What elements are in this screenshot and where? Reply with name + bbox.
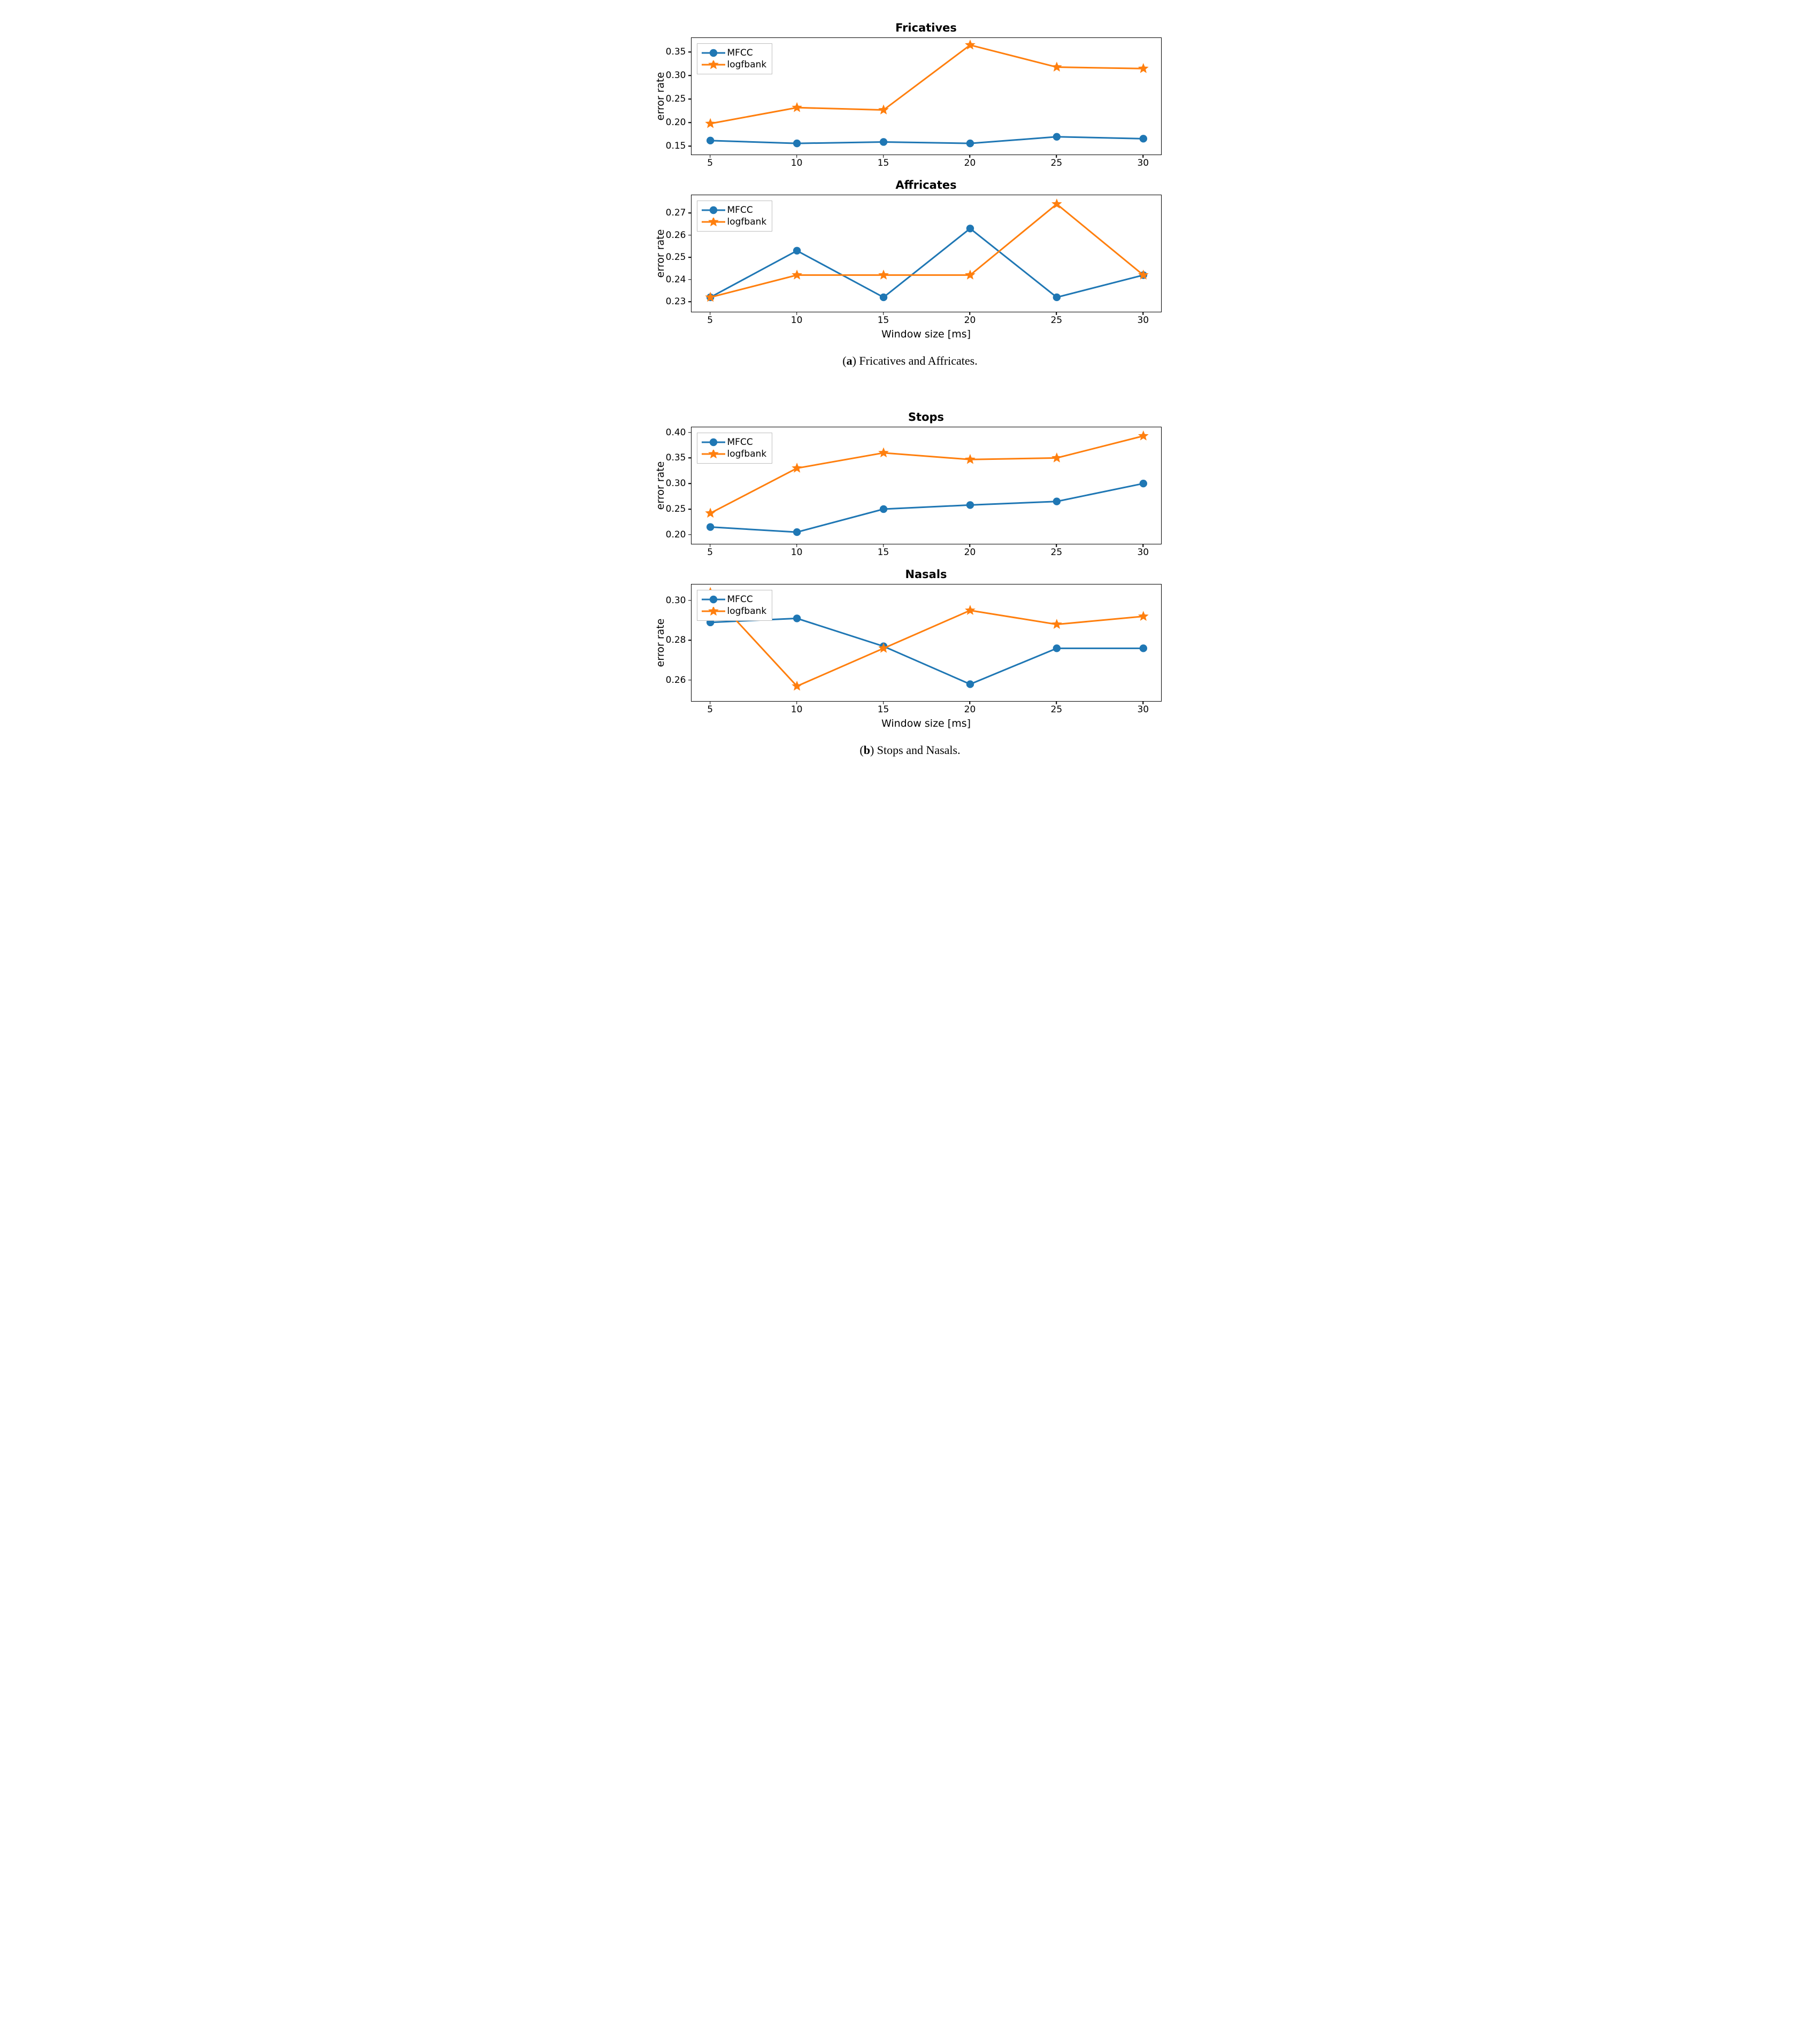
legend-label: logfbank [727, 448, 767, 460]
legend-label: logfbank [727, 59, 767, 71]
legend-swatch [702, 607, 725, 616]
y-tick-label: 0.24 [666, 274, 692, 285]
chart-title: Nasals [691, 568, 1162, 581]
x-tick-label: 30 [1137, 544, 1149, 558]
legend-label: MFCC [727, 436, 753, 448]
legend-label: MFCC [727, 204, 753, 216]
plot-area: error rate0.230.240.250.260.275101520253… [691, 195, 1162, 312]
figure-caption: (a) Fricatives and Affricates. [643, 354, 1178, 368]
x-tick-label: 5 [707, 544, 713, 558]
y-tick-label: 0.30 [666, 595, 692, 606]
x-tick-label: 25 [1051, 701, 1063, 715]
figure-caption: (b) Stops and Nasals. [643, 743, 1178, 757]
x-tick-label: 5 [707, 701, 713, 715]
chart-title: Stops [691, 411, 1162, 424]
y-tick-label: 0.35 [666, 47, 692, 57]
chart-nasals: Nasals error rate0.260.280.3051015202530M… [691, 568, 1162, 729]
legend-swatch [702, 438, 725, 447]
legend-label: logfbank [727, 605, 767, 617]
figure-group: Stopserror rate0.200.250.300.350.4051015… [643, 411, 1178, 757]
legend-item-logfbank: logfbank [702, 216, 767, 228]
x-tick-label: 10 [791, 312, 803, 326]
plot-area: error rate0.260.280.3051015202530MFCClog… [691, 584, 1162, 702]
legend-swatch [702, 218, 725, 226]
x-tick-label: 25 [1051, 312, 1063, 326]
legend: MFCClogfbank [697, 590, 773, 621]
y-axis-label: error rate [655, 229, 666, 278]
y-tick-label: 0.27 [666, 207, 692, 218]
y-tick-label: 0.40 [666, 427, 692, 438]
y-tick-label: 0.20 [666, 529, 692, 540]
x-tick-label: 5 [707, 155, 713, 168]
x-tick-label: 30 [1137, 155, 1149, 168]
x-tick-label: 10 [791, 701, 803, 715]
legend-item-logfbank: logfbank [702, 448, 767, 460]
legend-item-mfcc: MFCC [702, 436, 767, 448]
legend-label: MFCC [727, 594, 753, 605]
x-tick-label: 5 [707, 312, 713, 326]
plot-area: error rate0.150.200.250.300.355101520253… [691, 37, 1162, 155]
x-axis-label: Window size [ms] [691, 718, 1162, 729]
legend-swatch [702, 595, 725, 604]
y-tick-label: 0.25 [666, 504, 692, 514]
y-tick-label: 0.30 [666, 70, 692, 81]
y-tick-label: 0.35 [666, 452, 692, 463]
x-tick-label: 15 [878, 312, 889, 326]
x-tick-label: 20 [964, 544, 976, 558]
x-tick-label: 30 [1137, 312, 1149, 326]
y-tick-label: 0.26 [666, 675, 692, 686]
x-tick-label: 20 [964, 701, 976, 715]
y-tick-label: 0.25 [666, 94, 692, 104]
x-tick-label: 10 [791, 155, 803, 168]
chart-affricates: Affricates error rate0.230.240.250.260.27… [691, 179, 1162, 340]
y-tick-label: 0.28 [666, 635, 692, 645]
y-tick-label: 0.30 [666, 478, 692, 489]
chart-fricatives: Fricatives error rate0.150.200.250.300.35… [691, 21, 1162, 155]
legend-item-mfcc: MFCC [702, 594, 767, 605]
x-tick-label: 10 [791, 544, 803, 558]
x-tick-label: 20 [964, 312, 976, 326]
legend-item-mfcc: MFCC [702, 47, 767, 59]
figure-group: Fricativeserror rate0.150.200.250.300.35… [643, 21, 1178, 368]
chart-title: Fricatives [691, 21, 1162, 34]
legend-item-mfcc: MFCC [702, 204, 767, 216]
legend-item-logfbank: logfbank [702, 605, 767, 617]
legend: MFCClogfbank [697, 433, 773, 464]
legend-swatch [702, 206, 725, 214]
legend: MFCClogfbank [697, 201, 773, 232]
legend-swatch [702, 60, 725, 69]
y-tick-label: 0.15 [666, 141, 692, 151]
x-axis-label: Window size [ms] [691, 328, 1162, 340]
legend-label: MFCC [727, 47, 753, 59]
legend: MFCClogfbank [697, 43, 773, 74]
x-tick-label: 30 [1137, 701, 1149, 715]
y-axis-label: error rate [655, 461, 666, 510]
legend-item-logfbank: logfbank [702, 59, 767, 71]
x-tick-label: 15 [878, 544, 889, 558]
legend-swatch [702, 450, 725, 458]
x-tick-label: 15 [878, 155, 889, 168]
x-tick-label: 20 [964, 155, 976, 168]
y-tick-label: 0.26 [666, 230, 692, 241]
plot-area: error rate0.200.250.300.350.405101520253… [691, 427, 1162, 544]
chart-title: Affricates [691, 179, 1162, 191]
legend-label: logfbank [727, 216, 767, 228]
y-tick-label: 0.25 [666, 252, 692, 263]
y-axis-label: error rate [655, 72, 666, 121]
chart-stops: Stops error rate0.200.250.300.350.4051015… [691, 411, 1162, 544]
y-tick-label: 0.20 [666, 117, 692, 128]
y-axis-label: error rate [655, 619, 666, 667]
legend-swatch [702, 49, 725, 57]
x-tick-label: 25 [1051, 155, 1063, 168]
y-tick-label: 0.23 [666, 296, 692, 307]
x-tick-label: 15 [878, 701, 889, 715]
x-tick-label: 25 [1051, 544, 1063, 558]
